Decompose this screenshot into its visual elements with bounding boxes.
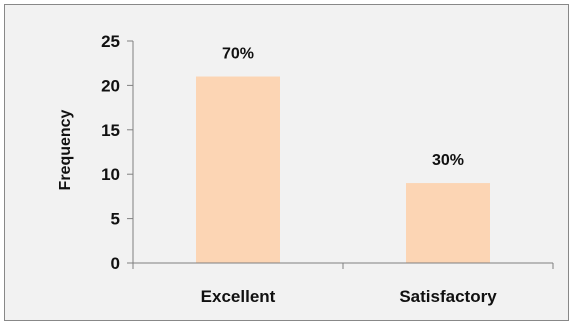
x-tick-label: Excellent (201, 287, 276, 306)
data-label: 30% (432, 152, 464, 169)
y-axis-ticks: 0 5 10 15 20 25 (101, 32, 134, 273)
bar (406, 183, 490, 263)
y-tick-label: 0 (111, 254, 120, 273)
y-axis-title: Frequency (57, 109, 74, 190)
data-label: 70% (222, 46, 254, 63)
x-axis: Excellent Satisfactory (132, 262, 554, 306)
x-tick-label: Satisfactory (399, 287, 497, 306)
y-tick-label: 15 (101, 121, 120, 140)
y-tick-label: 25 (101, 32, 120, 51)
chart-area (4, 4, 569, 321)
bar (196, 76, 280, 264)
y-tick-label: 5 (111, 210, 120, 229)
y-tick-label: 10 (101, 165, 120, 184)
bars: 70% 30% (196, 46, 490, 264)
y-tick-label: 20 (101, 76, 120, 95)
